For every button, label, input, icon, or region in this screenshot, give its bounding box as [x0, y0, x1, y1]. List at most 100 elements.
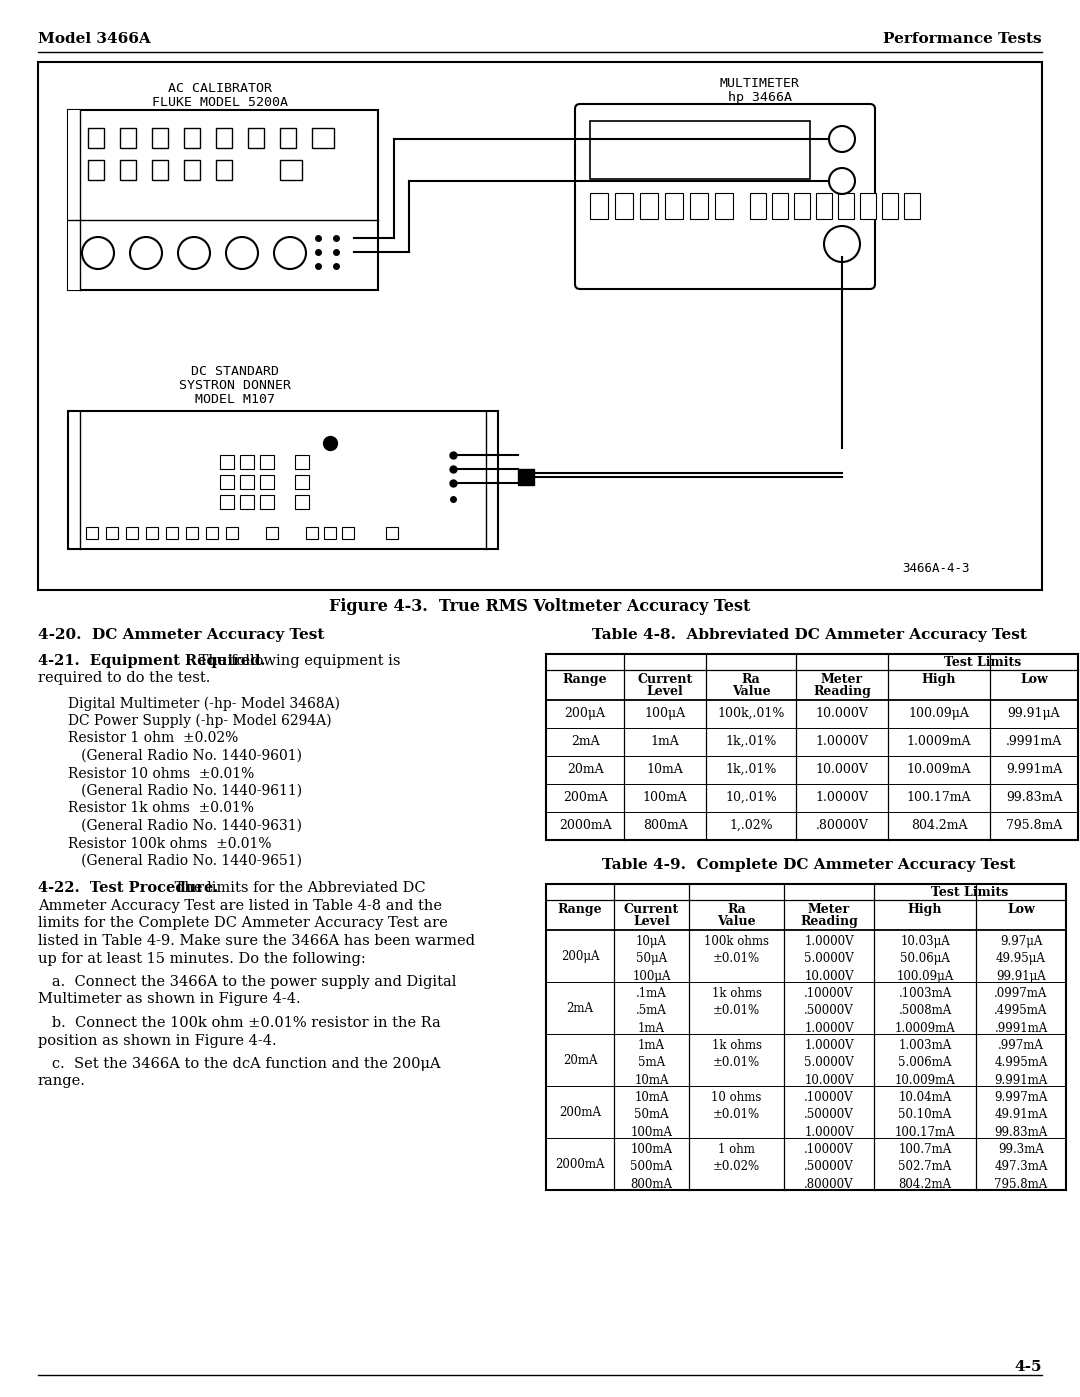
Text: (General Radio No. 1440-9611): (General Radio No. 1440-9611) [68, 784, 302, 798]
Bar [295, 475, 309, 489]
Text: Figure 4-3.  True RMS Voltmeter Accuracy Test: Figure 4-3. True RMS Voltmeter Accuracy … [329, 598, 751, 615]
Text: 4-20.  DC Ammeter Accuracy Test: 4-20. DC Ammeter Accuracy Test [38, 629, 324, 643]
Text: .50000V: .50000V [805, 1108, 854, 1122]
Bar [38, 61, 1042, 590]
Bar [280, 129, 296, 148]
Text: Ammeter Accuracy Test are listed in Table 4-8 and the: Ammeter Accuracy Test are listed in Tabl… [38, 900, 442, 914]
Bar [86, 527, 98, 539]
Text: 200μA: 200μA [561, 950, 599, 963]
Text: .80000V: .80000V [805, 1178, 854, 1190]
Bar [615, 193, 633, 219]
Bar [146, 527, 158, 539]
Text: 2000mA: 2000mA [558, 819, 611, 833]
Text: 50mA: 50mA [634, 1108, 669, 1122]
Text: The following equipment is: The following equipment is [194, 654, 401, 668]
Text: 1 ohm: 1 ohm [718, 1143, 755, 1155]
Bar [216, 129, 232, 148]
Text: 795.8mA: 795.8mA [1005, 819, 1062, 833]
Text: Level: Level [633, 915, 670, 928]
Text: Low: Low [1021, 673, 1048, 686]
Text: Reading: Reading [800, 915, 858, 928]
Text: (General Radio No. 1440-9651): (General Radio No. 1440-9651) [68, 854, 302, 868]
Text: 1k,.01%: 1k,.01% [726, 735, 777, 747]
Text: 5.0000V: 5.0000V [805, 1056, 854, 1069]
Text: 99.83mA: 99.83mA [1005, 791, 1063, 805]
Text: 1.0000V: 1.0000V [805, 935, 854, 949]
Text: Table 4-9.  Complete DC Ammeter Accuracy Test: Table 4-9. Complete DC Ammeter Accuracy … [603, 858, 1016, 872]
Text: 2000mA: 2000mA [555, 1158, 605, 1171]
Bar [260, 455, 274, 469]
Bar [794, 193, 810, 219]
Text: .1mA: .1mA [636, 988, 666, 1000]
Bar [546, 884, 1066, 1190]
Text: 9.97μA: 9.97μA [1000, 935, 1042, 949]
Text: 1mA: 1mA [638, 1039, 665, 1052]
Text: 4.995mA: 4.995mA [995, 1056, 1048, 1069]
Bar [87, 161, 104, 180]
Text: 49.91mA: 49.91mA [995, 1108, 1048, 1122]
Text: 99.3mA: 99.3mA [998, 1143, 1044, 1155]
Text: ±0.01%: ±0.01% [713, 1108, 760, 1122]
Bar [590, 122, 810, 179]
Text: 1.0000V: 1.0000V [805, 1039, 854, 1052]
Text: (General Radio No. 1440-9601): (General Radio No. 1440-9601) [68, 749, 302, 763]
Text: 99.83mA: 99.83mA [995, 1126, 1048, 1139]
Text: Resistor 1 ohm  ±0.02%: Resistor 1 ohm ±0.02% [68, 732, 239, 746]
Text: Digital Multimeter (-hp- Model 3468A): Digital Multimeter (-hp- Model 3468A) [68, 697, 340, 711]
Text: c.  Set the 3466A to the dcA function and the 200μA: c. Set the 3466A to the dcA function and… [38, 1058, 441, 1071]
Text: 1.0000V: 1.0000V [815, 791, 868, 805]
Bar [186, 527, 198, 539]
Text: Resistor 100k ohms  ±0.01%: Resistor 100k ohms ±0.01% [68, 837, 271, 851]
Text: 4-5: 4-5 [1014, 1361, 1042, 1375]
Text: Table 4-8.  Abbreviated DC Ammeter Accuracy Test: Table 4-8. Abbreviated DC Ammeter Accura… [592, 629, 1026, 643]
Text: 200μA: 200μA [565, 707, 606, 719]
Text: Current: Current [624, 902, 679, 916]
Text: 10.000V: 10.000V [805, 1074, 854, 1087]
Bar [665, 193, 683, 219]
Text: Value: Value [717, 915, 756, 928]
Text: 5.006mA: 5.006mA [899, 1056, 951, 1069]
Bar [106, 527, 118, 539]
Text: Range: Range [563, 673, 607, 686]
Bar [640, 193, 658, 219]
Bar [312, 129, 334, 148]
Text: 4-22.  Test Procedure.: 4-22. Test Procedure. [38, 882, 218, 895]
Text: 20mA: 20mA [563, 1053, 597, 1067]
Text: ±0.01%: ±0.01% [713, 953, 760, 965]
Text: listed in Table 4-9. Make sure the 3466A has been warmed: listed in Table 4-9. Make sure the 3466A… [38, 935, 475, 949]
Text: High: High [908, 902, 942, 916]
Text: .10000V: .10000V [805, 988, 854, 1000]
Text: 9.997mA: 9.997mA [995, 1091, 1048, 1104]
Text: position as shown in Figure 4-4.: position as shown in Figure 4-4. [38, 1034, 276, 1048]
Text: ±0.01%: ±0.01% [713, 1056, 760, 1069]
Bar [816, 193, 832, 219]
Text: 1.0000V: 1.0000V [805, 1126, 854, 1139]
Bar [266, 527, 278, 539]
Bar [126, 527, 138, 539]
Text: 100.7mA: 100.7mA [899, 1143, 951, 1155]
Text: 1.003mA: 1.003mA [899, 1039, 951, 1052]
Text: .50000V: .50000V [805, 1004, 854, 1017]
Text: .50000V: .50000V [805, 1161, 854, 1173]
Bar [838, 193, 854, 219]
Text: 10,.01%: 10,.01% [725, 791, 777, 805]
Text: 10 ohms: 10 ohms [712, 1091, 761, 1104]
Text: .5008mA: .5008mA [899, 1004, 951, 1017]
Bar [152, 129, 168, 148]
Text: Reading: Reading [813, 685, 870, 698]
Text: Low: Low [1008, 902, 1035, 916]
Bar [295, 455, 309, 469]
Text: Range: Range [557, 902, 603, 916]
Text: range.: range. [38, 1074, 86, 1088]
Text: .9991mA: .9991mA [1005, 735, 1062, 747]
Text: 50.10mA: 50.10mA [899, 1108, 951, 1122]
Text: Resistor 1k ohms  ±0.01%: Resistor 1k ohms ±0.01% [68, 802, 254, 816]
Text: ±0.01%: ±0.01% [713, 1004, 760, 1017]
Text: (General Radio No. 1440-9631): (General Radio No. 1440-9631) [68, 819, 302, 833]
Text: 100.09μA: 100.09μA [896, 970, 954, 982]
Text: 9.991mA: 9.991mA [1005, 763, 1062, 775]
Bar [68, 110, 378, 291]
Bar [120, 161, 136, 180]
Text: 99.91μA: 99.91μA [1008, 707, 1061, 719]
Text: 3466A-4-3: 3466A-4-3 [903, 562, 970, 576]
